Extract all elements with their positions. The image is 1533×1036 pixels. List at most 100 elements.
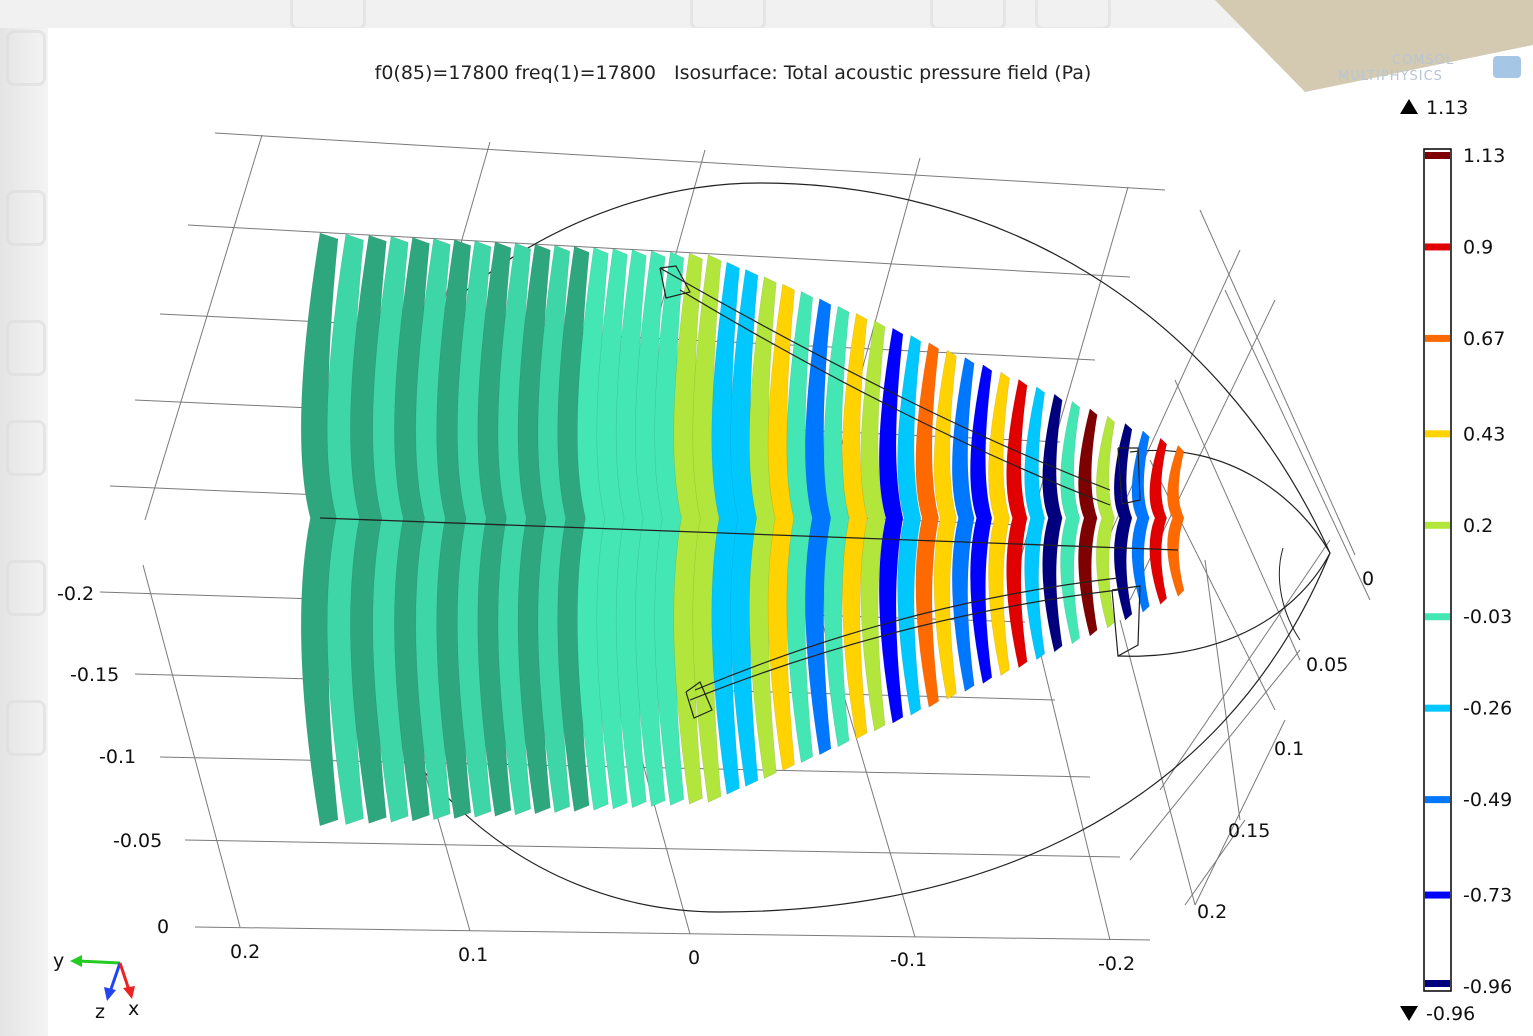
isosurface-layer (933, 349, 957, 700)
grid-line (1159, 539, 1331, 791)
geometry-outline (317, 182, 1331, 913)
right-tick-label: 0.1 (1274, 738, 1304, 760)
right-tick-label: 0.2 (1197, 901, 1227, 923)
colorbar-level-swatch (1425, 152, 1450, 159)
bottom-tick-label: -0.2 (1098, 953, 1135, 975)
logo-panel (1215, 0, 1533, 92)
isosurface-layer (1024, 386, 1046, 661)
ghost-tool-icon (6, 190, 46, 246)
vertical-tick-label: -0.15 (70, 664, 119, 686)
max-marker-icon (1400, 99, 1418, 114)
triad-z-label: z (95, 1001, 105, 1023)
comsol-logo-icon (1493, 56, 1521, 78)
grid-line (194, 926, 1151, 941)
grid-line (1119, 619, 1196, 906)
axis-tick-labels: -0.2 -0.15 -0.1 -0.05 0 0.2 0.1 0 -0.1 -0.2 0 0.05 0… (57, 568, 1374, 975)
isosurface-layer (842, 312, 868, 740)
plot-title: f0(85)=17800 freq(1)=17800 Isosurface: T… (374, 62, 1092, 84)
source-cap-outline (1278, 547, 1301, 641)
isosurface-layer (951, 356, 975, 692)
grid-line (1204, 559, 1241, 821)
grid-line (1174, 379, 1301, 661)
colorbar-level-swatch (1425, 704, 1450, 712)
ghost-tool-icon (6, 420, 46, 476)
logo-line2: MULTIPHYSICS (1338, 69, 1443, 84)
isosurface-layer (1060, 400, 1081, 645)
geometry-outline-front (319, 265, 1179, 719)
min-marker-label: -0.96 (1426, 1003, 1475, 1025)
colorbar-level-label: 0.2 (1463, 515, 1493, 537)
colorbar-level-swatch (1425, 613, 1450, 621)
isosurface-layer (1042, 393, 1063, 653)
ghost-tool-icon (6, 560, 46, 616)
grid-line (1194, 719, 1286, 906)
colorbar-level-label: 0.67 (1463, 328, 1505, 350)
grid-line (1129, 649, 1301, 861)
isosurface-layer (988, 371, 1010, 677)
source-cap-outline (1117, 449, 1331, 657)
colorbar-level-label: -0.03 (1463, 606, 1512, 628)
colorbar-level-label: -0.49 (1463, 789, 1512, 811)
ghost-tool-icon (6, 30, 46, 86)
colorbar-level-swatch (1425, 430, 1450, 438)
max-marker-label: 1.13 (1426, 97, 1468, 119)
triad-z-arrow (108, 962, 122, 993)
colorbar-level-label: 0.9 (1463, 236, 1493, 258)
colorbar-level-swatch (1425, 243, 1450, 251)
axis-line (319, 517, 1179, 551)
triad-y-arrowhead (70, 955, 82, 967)
horn-outline (689, 589, 1119, 701)
bottom-tick-label: 0.1 (458, 944, 488, 966)
comsol-logo: COMSOL MULTIPHYSICS (1338, 53, 1521, 84)
colorbar-levels: 1.13 0.9 0.67 0.43 0.2 -0.03 -0.26 -0.49 -0.73 -0… (1425, 145, 1512, 998)
axis-triad: y z x (53, 950, 139, 1023)
colorbar-level-label: 1.13 (1463, 145, 1505, 167)
isosurface-layers (300, 232, 1185, 827)
horn-flange-outline (659, 265, 691, 299)
isosurface-layer (1006, 378, 1028, 669)
triad-z-arrowhead (104, 987, 116, 1001)
grid-line (184, 839, 1121, 858)
colorbar-level-label: -0.96 (1463, 976, 1512, 998)
isosurface-layer (897, 334, 922, 716)
colorbar-level-swatch (1425, 980, 1450, 987)
horn-outline (694, 577, 1119, 691)
isosurface-layer (970, 364, 993, 685)
vertical-tick-label: -0.1 (99, 746, 136, 768)
isosurface-layer (1131, 430, 1150, 613)
colorbar-level-swatch (1425, 891, 1450, 899)
triad-x-label: x (128, 998, 139, 1020)
bottom-tick-label: -0.1 (890, 949, 927, 971)
colorbar-level-swatch (1425, 334, 1450, 342)
toolbar-strip-left (0, 0, 48, 1036)
ghost-tool-icon (6, 320, 46, 376)
grid-line (187, 224, 1131, 278)
colorbar-level-label: 0.43 (1463, 423, 1505, 445)
isosurface-layer (1149, 437, 1168, 605)
grid-line (1199, 209, 1356, 556)
horn-outline (679, 289, 1111, 506)
vertical-tick-label: -0.2 (57, 583, 94, 605)
ghost-tool-icon (6, 700, 46, 756)
grid-line (1029, 609, 1111, 941)
isosurface-layer (1096, 415, 1115, 629)
grid-line (142, 564, 241, 928)
triad-x-arrow (118, 962, 131, 991)
horn-flange-outline (685, 681, 713, 719)
right-tick-label: 0.15 (1228, 820, 1270, 842)
colorbar-level-swatch (1425, 796, 1450, 804)
isosurface-layer (878, 327, 904, 724)
grid-lines (99, 132, 1371, 941)
right-tick-label: 0.05 (1306, 654, 1348, 676)
grid-line (1184, 819, 1246, 906)
triad-y-label: y (53, 950, 64, 972)
triad-y-arrow (77, 959, 121, 965)
isosurface-layer (300, 232, 339, 827)
colorbar-frame (1423, 148, 1452, 992)
grid-line (1224, 289, 1371, 601)
vertical-tick-label: 0 (157, 916, 169, 938)
isosurface-layer (1113, 422, 1133, 621)
isosurface-layer (915, 342, 940, 708)
bottom-tick-label: 0 (688, 947, 700, 969)
